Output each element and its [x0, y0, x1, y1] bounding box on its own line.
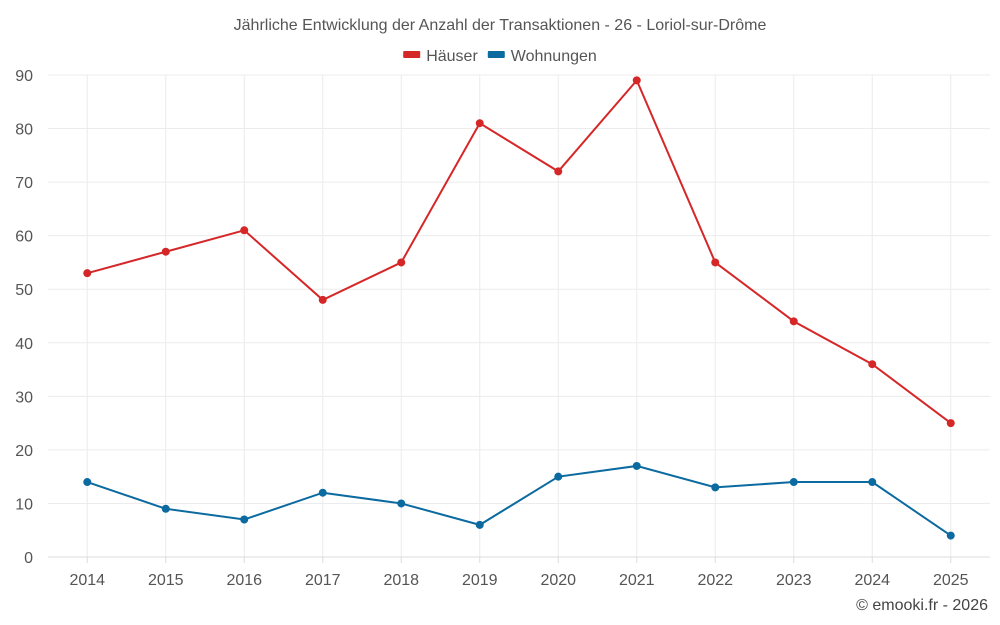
- y-tick-label: 70: [15, 175, 33, 192]
- x-tick-label: 2022: [697, 572, 733, 589]
- legend-label: Häuser: [426, 48, 478, 65]
- data-point: [632, 76, 641, 85]
- axes: 0 10 20 30 40 50 60 70 80 90 2014 2015 2016 2017 2018 2…: [15, 68, 990, 589]
- x-tick-label: 2015: [148, 572, 184, 589]
- series-line: [86, 78, 952, 424]
- y-tick-label: 50: [15, 282, 33, 299]
- data-point: [554, 472, 563, 481]
- data-point: [632, 461, 641, 470]
- legend-label: Wohnungen: [511, 48, 597, 65]
- credit-text: © emooki.fr - 2026: [856, 597, 988, 614]
- data-point: [161, 504, 170, 513]
- data-point: [83, 269, 92, 278]
- y-tick-label: 40: [15, 336, 33, 353]
- data-point: [397, 258, 406, 267]
- series-2: [83, 461, 955, 540]
- legend: Häuser Wohnungen: [403, 48, 597, 65]
- data-point: [946, 531, 955, 540]
- x-tick-label: 2018: [383, 572, 419, 589]
- grid: [48, 74, 990, 557]
- x-tick-label: 2019: [462, 572, 498, 589]
- x-tick-label: 2014: [69, 572, 105, 589]
- data-point: [868, 478, 877, 487]
- data-point: [789, 317, 798, 326]
- x-tick-label: 2017: [305, 572, 341, 589]
- data-point: [397, 499, 406, 508]
- x-tick-label: 2025: [933, 572, 969, 589]
- data-point: [946, 419, 955, 428]
- series-1: [83, 76, 955, 428]
- series-line: [86, 464, 952, 537]
- x-tick-label: 2023: [776, 572, 812, 589]
- y-tick-label: 10: [15, 496, 33, 513]
- data-point: [83, 478, 92, 487]
- data-point: [240, 515, 249, 524]
- data-point: [868, 360, 877, 369]
- x-tick-label: 2024: [854, 572, 890, 589]
- legend-swatch: [403, 51, 421, 58]
- data-point: [161, 247, 170, 256]
- x-tick-label: 2020: [540, 572, 576, 589]
- x-tick-label: 2016: [226, 572, 262, 589]
- y-tick-label: 30: [15, 389, 33, 406]
- y-tick-label: 0: [24, 550, 33, 567]
- data-point: [711, 483, 720, 492]
- y-tick-label: 20: [15, 443, 33, 460]
- data-point: [554, 167, 563, 176]
- data-point: [711, 258, 720, 267]
- data-point: [789, 478, 798, 487]
- legend-swatch: [487, 51, 505, 58]
- x-tick-label: 2021: [619, 572, 655, 589]
- data-point: [475, 119, 484, 128]
- data-point: [475, 520, 484, 529]
- data-point: [318, 488, 327, 497]
- data-point: [240, 226, 249, 235]
- data-point: [318, 295, 327, 304]
- y-tick-label: 90: [15, 68, 33, 85]
- y-tick-label: 80: [15, 122, 33, 139]
- series-layer: [83, 76, 955, 540]
- y-tick-label: 60: [15, 229, 33, 246]
- chart-title: Jährliche Entwicklung der Anzahl der Tra…: [234, 17, 767, 34]
